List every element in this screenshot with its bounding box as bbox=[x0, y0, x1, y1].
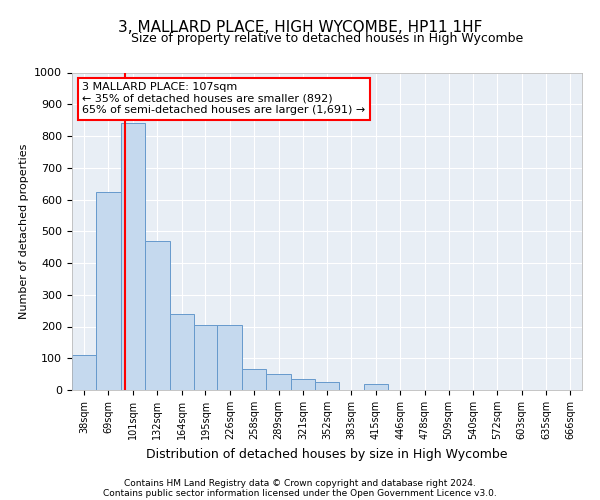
Bar bbox=[217, 325, 242, 390]
Bar bbox=[72, 355, 96, 390]
Bar bbox=[315, 382, 339, 390]
Y-axis label: Number of detached properties: Number of detached properties bbox=[19, 144, 29, 319]
Bar bbox=[96, 192, 121, 390]
Bar bbox=[121, 124, 145, 390]
Bar bbox=[145, 241, 170, 390]
Bar bbox=[364, 384, 388, 390]
Bar bbox=[291, 379, 315, 390]
Text: 3, MALLARD PLACE, HIGH WYCOMBE, HP11 1HF: 3, MALLARD PLACE, HIGH WYCOMBE, HP11 1HF bbox=[118, 20, 482, 35]
Title: Size of property relative to detached houses in High Wycombe: Size of property relative to detached ho… bbox=[131, 32, 523, 45]
Bar bbox=[194, 325, 217, 390]
X-axis label: Distribution of detached houses by size in High Wycombe: Distribution of detached houses by size … bbox=[146, 448, 508, 460]
Bar bbox=[242, 370, 266, 390]
Text: 3 MALLARD PLACE: 107sqm
← 35% of detached houses are smaller (892)
65% of semi-d: 3 MALLARD PLACE: 107sqm ← 35% of detache… bbox=[82, 82, 365, 115]
Bar bbox=[170, 314, 194, 390]
Text: Contains public sector information licensed under the Open Government Licence v3: Contains public sector information licen… bbox=[103, 488, 497, 498]
Bar bbox=[266, 374, 291, 390]
Text: Contains HM Land Registry data © Crown copyright and database right 2024.: Contains HM Land Registry data © Crown c… bbox=[124, 478, 476, 488]
